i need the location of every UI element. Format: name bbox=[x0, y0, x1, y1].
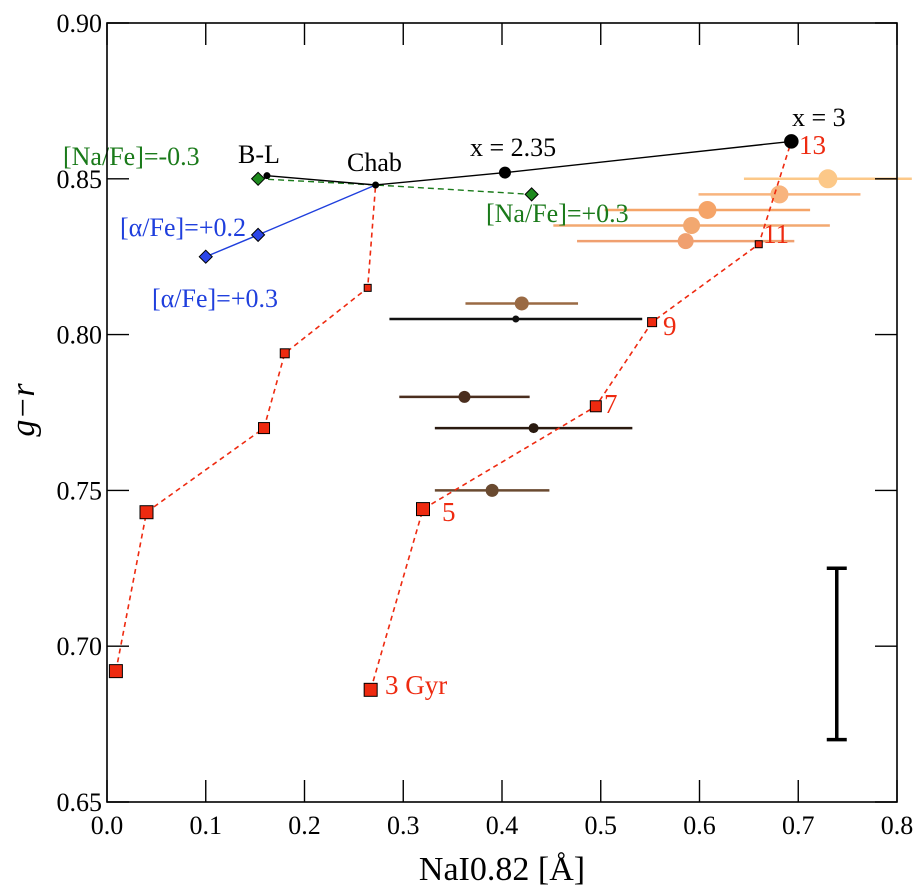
imf-line bbox=[266, 140, 792, 186]
observation-point bbox=[770, 185, 789, 204]
age-model-marker bbox=[416, 502, 430, 517]
plot-area: B-L Chab x = 2.35 x = 3 [Na/Fe]=-0.3 [Na/Fe]=… bbox=[63, 103, 912, 742]
na-fe-line bbox=[258, 178, 532, 196]
imf-marker-ring bbox=[784, 134, 799, 149]
age-model-marker bbox=[589, 400, 602, 413]
y-tick-label: 0.65 bbox=[57, 788, 103, 817]
imf-label-x235: x = 2.35 bbox=[470, 133, 556, 162]
alpha-fe-marker bbox=[198, 249, 213, 264]
age-label: 11 bbox=[763, 219, 789, 249]
alpha-fe-marker bbox=[250, 227, 266, 243]
age-label: 7 bbox=[604, 389, 618, 419]
x-tick-label: 0.7 bbox=[782, 811, 815, 840]
observation-point bbox=[514, 296, 529, 311]
x-tick-label: 0.4 bbox=[486, 811, 519, 840]
age-model-marker bbox=[363, 682, 378, 697]
y-tick-label: 0.80 bbox=[57, 321, 103, 350]
age-model-marker bbox=[258, 422, 271, 435]
y-tick-label: 0.85 bbox=[57, 165, 103, 194]
age-model-marker bbox=[647, 317, 658, 328]
x-tick-label: 0.1 bbox=[190, 811, 223, 840]
imf-marker bbox=[372, 181, 380, 189]
age-label: 3 Gyr bbox=[385, 670, 447, 700]
x-tick-label: 0.6 bbox=[683, 811, 716, 840]
y-axis-label: g−r bbox=[5, 383, 42, 437]
age-model-marker bbox=[279, 348, 290, 359]
y-tick-label: 0.75 bbox=[57, 476, 103, 505]
x-tick-label: 0.8 bbox=[881, 811, 914, 840]
observation-point bbox=[485, 483, 499, 497]
imf-label-bl: B-L bbox=[238, 140, 280, 169]
x-tick-label: 0.5 bbox=[585, 811, 618, 840]
imf-marker bbox=[263, 172, 271, 180]
age-track-right-line bbox=[369, 141, 793, 691]
age-label: 13 bbox=[799, 130, 826, 160]
observation-point bbox=[458, 390, 471, 403]
age-label: 5 bbox=[442, 497, 456, 527]
axes: 0.0 0.1 0.2 0.3 0.4 0.5 0.6 0.7 0.8 0.65 0.70 0.75 0… bbox=[57, 9, 914, 840]
imf-marker bbox=[784, 134, 798, 148]
age-model-marker bbox=[139, 505, 154, 520]
x-tick-label: 0.2 bbox=[288, 811, 321, 840]
observation-point bbox=[698, 200, 717, 219]
imf-label-chab: Chab bbox=[347, 148, 402, 177]
observation-point bbox=[683, 217, 701, 235]
age-model-marker bbox=[754, 240, 763, 249]
alpha-fe-label-03: [α/Fe]=+0.3 bbox=[152, 284, 278, 313]
age-track-left-line bbox=[115, 184, 377, 672]
age-label: 9 bbox=[663, 311, 677, 341]
imf-marker bbox=[498, 166, 511, 179]
x-tick-label: 0.0 bbox=[91, 811, 124, 840]
imf-label-x3: x = 3 bbox=[792, 103, 846, 132]
y-tick-label: 0.90 bbox=[57, 9, 103, 38]
observation-point bbox=[512, 315, 520, 323]
observation-point bbox=[528, 423, 539, 434]
na-fe-label-plus: [Na/Fe]=+0.3 bbox=[486, 199, 629, 228]
observation-point bbox=[677, 233, 694, 250]
x-axis-label: NaI0.82 [Å] bbox=[419, 851, 585, 888]
alpha-fe-label-02: [α/Fe]=+0.2 bbox=[120, 213, 246, 242]
x-tick-label: 0.3 bbox=[387, 811, 420, 840]
y-tick-label: 0.70 bbox=[57, 632, 103, 661]
observation-point bbox=[818, 169, 838, 189]
na-fe-marker bbox=[524, 187, 539, 202]
age-model-marker bbox=[108, 664, 123, 679]
age-model-marker bbox=[363, 283, 372, 292]
na-fe-label-minus: [Na/Fe]=-0.3 bbox=[63, 142, 200, 171]
na-fe-marker bbox=[250, 171, 266, 187]
